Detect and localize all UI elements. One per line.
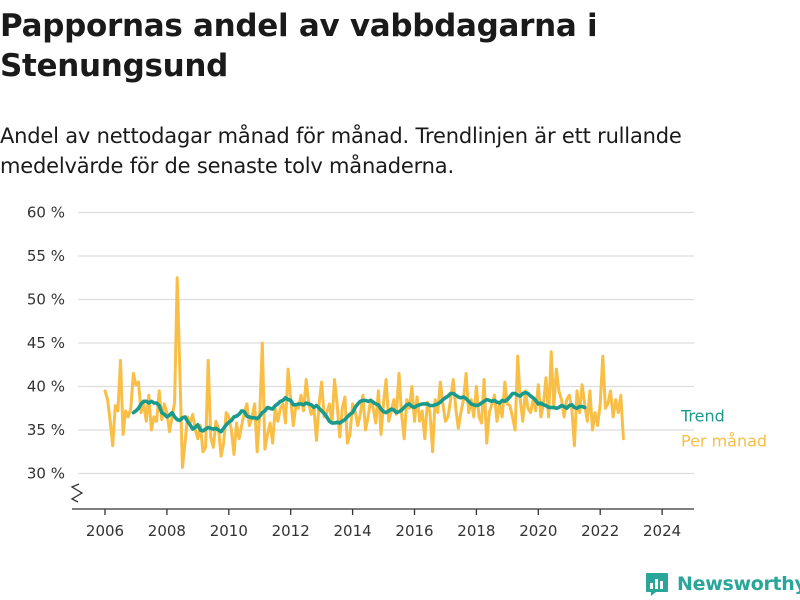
y-tick-label: 35 %: [27, 421, 65, 439]
x-tick-label: 2014: [334, 522, 372, 540]
chart-title: Pappornas andel av vabbdagarna i Stenung…: [0, 8, 598, 84]
y-tick-label: 55 %: [27, 247, 65, 265]
y-axis: 30 % 35 % 40 % 45 % 50 % 55 % 60 %: [27, 204, 84, 503]
y-tick-label: 50 %: [27, 291, 65, 309]
series-label: Trend: [680, 406, 725, 425]
x-tick-label: 2010: [210, 522, 248, 540]
series-labels: Per månad Trend: [680, 406, 767, 450]
series-lines: [103, 276, 625, 469]
x-tick-label: 2024: [643, 522, 681, 540]
x-tick-label: 2016: [395, 522, 433, 540]
series-line: [103, 276, 625, 469]
x-tick-label: 2018: [457, 522, 495, 540]
x-tick-label: 2012: [272, 522, 310, 540]
brand-name: Newsworthy: [677, 573, 800, 595]
series-label: Per månad: [681, 432, 767, 451]
series-line: [131, 390, 587, 434]
x-tick-label: 2020: [519, 522, 557, 540]
newsworthy-logo-icon: [646, 573, 668, 596]
chart-subtitle: Andel av nettodagar månad för månad. Tre…: [0, 124, 682, 178]
y-tick-label: 45 %: [27, 334, 65, 352]
y-tick-label: 40 %: [27, 378, 65, 396]
x-tick-label: 2022: [581, 522, 619, 540]
x-axis: 2006 2008 2010 2012 2014 2016 2018 2020 2022 2024: [72, 508, 694, 540]
y-tick-label: 30 %: [27, 465, 65, 483]
newsworthy-brand[interactable]: Newsworthy: [644, 570, 800, 598]
gridlines: [78, 211, 694, 475]
x-tick-label: 2006: [86, 522, 124, 540]
y-tick-label: 60 %: [27, 204, 65, 222]
axis-break-icon: [70, 483, 84, 503]
x-tick-label: 2008: [148, 522, 186, 540]
